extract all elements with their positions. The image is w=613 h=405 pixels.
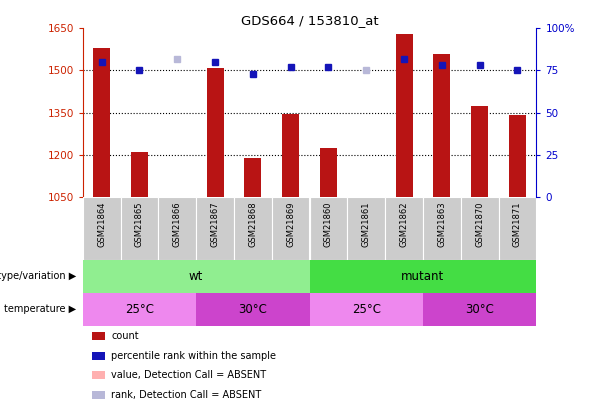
Text: 30°C: 30°C	[238, 303, 267, 316]
Text: value, Detection Call = ABSENT: value, Detection Call = ABSENT	[112, 371, 267, 380]
Text: GSM21864: GSM21864	[97, 202, 106, 247]
Text: GSM21867: GSM21867	[210, 202, 219, 247]
Bar	[282, 114, 299, 197]
Text: GSM21865: GSM21865	[135, 202, 144, 247]
Text: GSM21861: GSM21861	[362, 202, 371, 247]
Text: GSM21871: GSM21871	[513, 202, 522, 247]
Text: mutant: mutant	[402, 270, 444, 283]
Text: GSM21870: GSM21870	[475, 202, 484, 247]
Text: wt: wt	[189, 270, 204, 283]
Text: rank, Detection Call = ABSENT: rank, Detection Call = ABSENT	[112, 390, 262, 400]
Bar	[433, 53, 451, 197]
Bar	[509, 115, 526, 197]
Bar	[92, 332, 105, 340]
Bar	[320, 148, 337, 197]
Text: GSM21869: GSM21869	[286, 202, 295, 247]
Text: 25°C: 25°C	[125, 303, 154, 316]
Bar	[93, 48, 110, 197]
Bar	[395, 34, 413, 197]
Bar	[83, 197, 121, 260]
Bar	[121, 197, 158, 260]
Text: count: count	[112, 331, 139, 341]
Text: GSM21866: GSM21866	[173, 202, 182, 247]
Bar	[423, 197, 461, 260]
Text: GSM21862: GSM21862	[400, 202, 409, 247]
Text: temperature ▶: temperature ▶	[4, 305, 77, 314]
Bar	[310, 197, 348, 260]
Text: percentile rank within the sample: percentile rank within the sample	[112, 351, 276, 360]
Bar	[310, 293, 423, 326]
Bar	[348, 197, 385, 260]
Text: GSM21863: GSM21863	[437, 202, 446, 247]
Bar	[92, 371, 105, 379]
Bar	[234, 197, 272, 260]
Bar	[471, 106, 488, 197]
Text: GSM21860: GSM21860	[324, 202, 333, 247]
Title: GDS664 / 153810_at: GDS664 / 153810_at	[241, 14, 378, 27]
Bar	[207, 68, 224, 197]
Text: GSM21868: GSM21868	[248, 202, 257, 247]
Text: 30°C: 30°C	[465, 303, 494, 316]
Bar	[196, 293, 310, 326]
Bar	[245, 158, 261, 197]
Text: genotype/variation ▶: genotype/variation ▶	[0, 271, 77, 281]
Bar	[131, 152, 148, 197]
Bar	[385, 197, 423, 260]
Bar	[83, 260, 310, 293]
Text: 25°C: 25°C	[352, 303, 381, 316]
Bar	[92, 352, 105, 360]
Bar	[498, 197, 536, 260]
Bar	[158, 197, 196, 260]
Bar	[272, 197, 310, 260]
Bar	[423, 293, 536, 326]
Bar	[92, 391, 105, 399]
Bar	[310, 260, 536, 293]
Bar	[196, 197, 234, 260]
Bar	[461, 197, 498, 260]
Bar	[83, 293, 196, 326]
